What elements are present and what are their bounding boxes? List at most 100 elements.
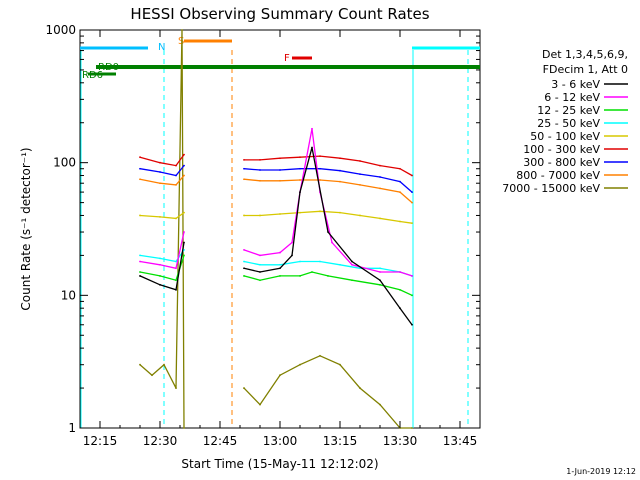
series-point	[279, 263, 281, 266]
series-line-0	[139, 147, 413, 326]
series-point	[379, 164, 381, 167]
series-point	[259, 214, 261, 217]
series-point	[139, 254, 141, 257]
series-point	[175, 217, 177, 220]
series-point	[259, 271, 261, 273]
series-point	[411, 275, 413, 277]
series-point	[399, 271, 401, 273]
chart-title: HESSI Observing Summary Count Rates	[130, 5, 429, 23]
series-point	[299, 275, 301, 277]
series-point	[259, 403, 261, 406]
series-point	[319, 210, 321, 213]
series-point	[279, 374, 281, 377]
series-point	[359, 214, 361, 217]
series-point	[399, 167, 401, 170]
series-point	[411, 191, 413, 193]
flag-label-rd0: RD0	[98, 62, 119, 73]
x-tick-label: 12:45	[203, 434, 238, 448]
flag-label-n: N	[158, 42, 165, 53]
series-point	[399, 191, 401, 193]
series-point	[359, 160, 361, 162]
series-point	[411, 323, 413, 326]
series-point	[175, 288, 177, 291]
x-tick-label: 13:45	[443, 434, 478, 448]
series-point	[243, 275, 245, 277]
series-point	[351, 279, 353, 282]
series-point	[243, 167, 245, 170]
series-point	[259, 158, 261, 161]
legend-item-label: 12 - 25 keV	[537, 104, 600, 117]
legend-item-label: 6 - 12 keV	[544, 91, 600, 104]
series-point	[411, 294, 413, 297]
series-line-4	[139, 210, 413, 224]
series-point	[163, 363, 165, 366]
series-point	[139, 167, 141, 170]
series-point	[279, 267, 281, 270]
series-point	[339, 263, 341, 266]
series-point	[299, 179, 301, 181]
series-point	[243, 260, 245, 263]
series-point	[259, 254, 261, 257]
legend: Det 1,3,4,5,6,9, FDecim 1, Att 0 3 - 6 k…	[502, 48, 628, 195]
series-point	[379, 403, 381, 406]
series-point	[299, 260, 301, 263]
series-point	[299, 167, 301, 170]
series-point	[183, 164, 185, 167]
series-point	[339, 211, 341, 214]
series-point	[299, 363, 301, 366]
y-tick-label: 100	[53, 156, 76, 170]
series-point	[159, 171, 161, 173]
series-point	[319, 354, 321, 357]
series-point	[399, 180, 401, 183]
series-point	[151, 374, 153, 377]
series-line-5	[139, 154, 413, 177]
legend-item-label: 3 - 6 keV	[551, 78, 600, 91]
series-point	[243, 214, 245, 217]
series-point	[259, 179, 261, 182]
series-point	[319, 260, 321, 263]
legend-item-label: 100 - 300 keV	[523, 143, 600, 156]
series-point	[339, 169, 341, 172]
series-point	[379, 279, 381, 282]
footer-date: 1-Jun-2019 12:12	[566, 467, 636, 476]
series-point	[359, 387, 361, 389]
series-point	[399, 220, 401, 223]
series-point	[359, 173, 361, 176]
series-point	[175, 279, 177, 282]
series-point	[279, 275, 281, 277]
series-point	[311, 127, 313, 130]
series-point	[311, 271, 313, 273]
series-point	[351, 263, 353, 266]
series-point	[379, 217, 381, 220]
series-point	[351, 260, 353, 263]
y-tick-label: 10	[61, 288, 76, 302]
data-gap-markers	[80, 50, 469, 428]
series-point	[243, 158, 245, 161]
series-point	[139, 178, 141, 181]
series-point	[175, 267, 177, 270]
series-point	[175, 174, 177, 177]
series-point	[279, 157, 281, 160]
x-axis: 12:15 12:30 12:45 13:00 13:15 13:30 13:45	[79, 30, 481, 448]
series-point	[291, 241, 293, 244]
series-point	[175, 387, 177, 389]
series-point	[379, 283, 381, 286]
legend-item-label: 300 - 800 keV	[523, 156, 600, 169]
series-point	[299, 191, 301, 193]
series-point	[183, 211, 185, 214]
legend-item-label: 50 - 100 keV	[530, 130, 600, 143]
series-point	[243, 267, 245, 270]
series-point	[159, 283, 161, 286]
series-line-1	[139, 128, 413, 277]
series-point	[299, 156, 301, 159]
plot-frame	[79, 29, 481, 429]
series-point	[159, 161, 161, 164]
series-point	[327, 231, 329, 233]
series-point	[339, 157, 341, 160]
legend-item-label: 7000 - 15000 keV	[502, 182, 600, 195]
series-line-6	[139, 165, 413, 193]
series-point	[291, 254, 293, 257]
series-point	[339, 363, 341, 366]
series-point	[243, 249, 245, 251]
